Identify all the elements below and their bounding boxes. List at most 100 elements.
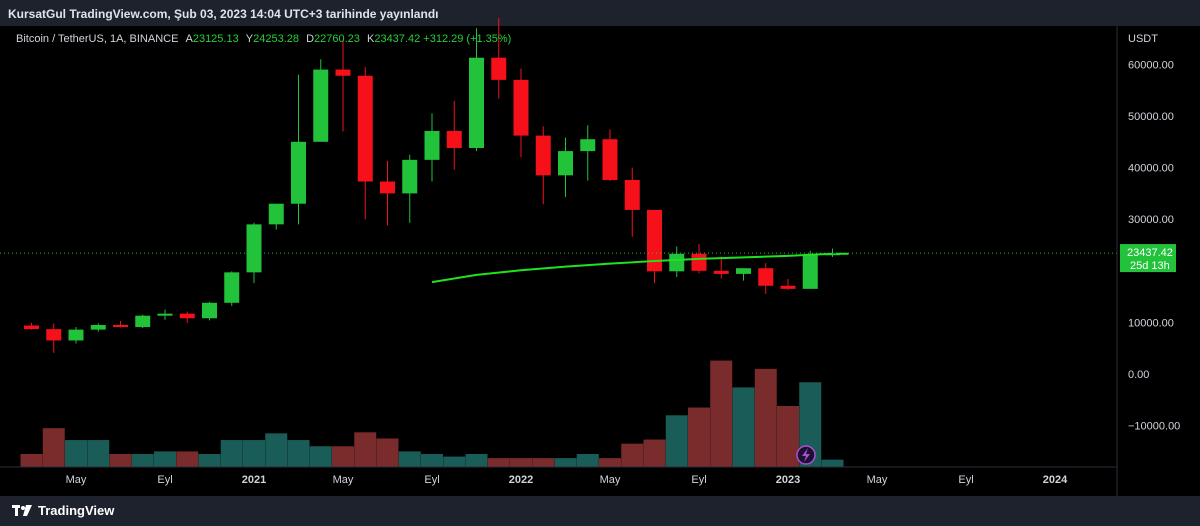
candle-4 — [113, 320, 128, 328]
candle-12 — [291, 74, 306, 225]
currency-label: USDT — [1128, 33, 1158, 45]
change-value: +312.29 (+1.35%) — [423, 33, 512, 45]
time-tick-8: 2023 — [776, 474, 800, 486]
price-tick-1: 50000.00 — [1128, 111, 1174, 123]
price-tick-4: 10000.00 — [1128, 317, 1174, 329]
time-tick-10: Eyl — [958, 474, 973, 486]
time-tick-4: Eyl — [424, 474, 439, 486]
candle-layer — [24, 17, 840, 353]
time-axis: May Eyl 2021 May Eyl 2022 May Eyl 2023 May Eyl 2024 — [66, 474, 1069, 486]
volume-bar-29 — [665, 415, 688, 467]
close-value: 23437.42 — [374, 33, 421, 45]
candle-34 — [780, 279, 796, 290]
candle-35 — [802, 250, 818, 289]
high-label: Y — [245, 33, 254, 45]
moving-average-line — [431, 252, 833, 284]
volume-bar-25 — [576, 453, 599, 467]
volume-bar-19 — [443, 456, 466, 467]
volume-bar-15 — [354, 432, 377, 467]
volume-bar-30 — [688, 407, 710, 467]
volume-bar-16 — [376, 438, 399, 467]
candle-8 — [202, 301, 217, 321]
time-tick-0: May — [66, 474, 87, 486]
volume-bar-7 — [176, 451, 199, 467]
volume-bar-13 — [309, 446, 332, 467]
footer-bar — [0, 496, 1200, 526]
symbol-name: Bitcoin / TetherUS, 1A, BINANCE — [16, 33, 179, 45]
candle-3 — [90, 323, 106, 332]
price-tick-6: −10000.00 — [1128, 421, 1180, 433]
low-value: 22760.23 — [314, 33, 360, 45]
time-tick-3: May — [333, 474, 354, 486]
tradingview-logo[interactable]: TradingView — [12, 503, 114, 518]
volume-bar-5 — [131, 453, 154, 467]
volume-bar-31 — [710, 360, 733, 467]
candle-21 — [491, 17, 507, 99]
candle-5 — [135, 314, 151, 329]
candle-6 — [157, 309, 173, 320]
candle-22 — [513, 68, 529, 158]
volume-bar-21 — [487, 458, 510, 467]
candle-11 — [268, 203, 284, 230]
time-tick-2: 2021 — [242, 474, 266, 486]
publish-title: KursatGul TradingView.com, Şub 03, 2023 … — [8, 7, 439, 21]
candle-24 — [558, 137, 573, 198]
candle-7 — [179, 311, 195, 323]
candle-29 — [669, 246, 685, 277]
volume-bar-22 — [510, 458, 532, 467]
open-value: 23125.13 — [192, 33, 239, 45]
last-price-badge: 23437.42 25d 13h — [1120, 244, 1176, 273]
volume-bar-27 — [621, 443, 644, 467]
candle-26 — [602, 129, 618, 182]
candle-9 — [224, 271, 240, 306]
candle-14 — [335, 39, 351, 132]
tradingview-icon — [12, 504, 32, 516]
volume-bar-4 — [109, 453, 132, 467]
chart-area[interactable] — [0, 26, 1200, 496]
close-label: K — [366, 33, 375, 45]
price-tick-2: 40000.00 — [1128, 163, 1174, 175]
time-tick-7: Eyl — [691, 474, 706, 486]
candle-27 — [624, 167, 640, 237]
price-axis: 60000.00 50000.00 40000.00 30000.00 10000.00… — [1128, 59, 1180, 432]
volume-bar-8 — [198, 453, 221, 467]
volume-bar-1 — [42, 428, 65, 467]
volume-bar-18 — [421, 453, 443, 467]
low-label: D — [306, 33, 315, 45]
volume-bar-26 — [599, 458, 621, 467]
time-tick-6: May — [600, 474, 621, 486]
volume-bar-12 — [287, 440, 310, 467]
high-value: 24253.28 — [253, 33, 300, 45]
price-tick-5: 0.00 — [1128, 369, 1149, 381]
volume-bar-6 — [154, 451, 176, 467]
candle-20 — [469, 28, 484, 152]
candle-25 — [580, 125, 596, 181]
candle-33 — [758, 263, 774, 295]
candle-18 — [424, 113, 440, 182]
volume-bar-28 — [643, 439, 666, 467]
volume-bar-23 — [532, 458, 555, 467]
publish-header: KursatGul TradingView.com, Şub 03, 2023 … — [0, 0, 1200, 26]
time-tick-5: 2022 — [509, 474, 533, 486]
volume-bar-3 — [87, 440, 110, 467]
candle-28 — [647, 209, 662, 284]
volume-bar-2 — [65, 440, 87, 467]
volume-bar-0 — [20, 453, 43, 467]
symbol-legend: Bitcoin / TetherUS, 1A, BINANCE A23125.1… — [16, 33, 511, 45]
price-chart[interactable]: USDT 60000.00 50000.00 40000.00 30000.00 100… — [0, 0, 1200, 496]
volume-bar-34 — [777, 405, 799, 467]
candle-31 — [713, 256, 729, 279]
price-tick-3: 30000.00 — [1128, 214, 1174, 226]
price-tick-0: 60000.00 — [1128, 59, 1174, 71]
volume-bar-24 — [554, 458, 577, 467]
time-tick-1: Eyl — [157, 474, 172, 486]
volume-bar-20 — [465, 453, 488, 467]
candle-17 — [402, 154, 418, 223]
lightning-icon[interactable] — [796, 445, 816, 465]
candle-15 — [357, 66, 373, 220]
volume-bar-33 — [754, 368, 777, 467]
volume-bar-36 — [821, 459, 844, 467]
time-tick-11: 2024 — [1043, 474, 1068, 486]
candle-32 — [736, 268, 751, 281]
open-label: A — [185, 33, 193, 45]
